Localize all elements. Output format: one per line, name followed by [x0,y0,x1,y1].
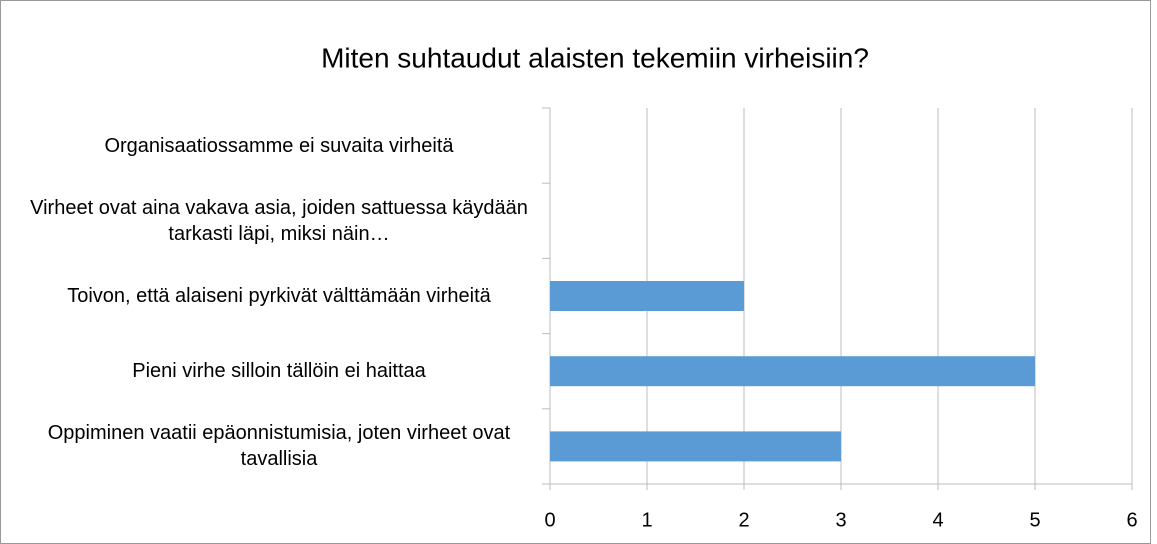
bar [550,356,1035,387]
x-tick-label: 4 [932,509,943,531]
x-tick-label: 5 [1029,509,1040,531]
x-tick-label: 1 [641,509,652,531]
x-tick-label: 2 [738,509,749,531]
y-tick-label: Organisaatiossamme ei suvaita virheitä [104,134,454,157]
y-tick-label: Oppiminen vaatii epäonnistumisia, joten … [47,422,511,471]
y-tick-label: Pieni virhe silloin tällöin ei haittaa [132,360,426,383]
x-tick-label: 0 [544,509,555,531]
y-tick-label: Toivon, että alaiseni pyrkivät välttämää… [67,284,491,307]
bar [550,281,744,311]
bar [550,431,841,462]
x-tick-label: 3 [835,509,846,531]
y-tick-label: Virheet ovat aina vakava asia, joiden sa… [30,196,528,245]
chart-title: Miten suhtaudut alaisten tekemiin virhei… [321,42,869,73]
x-tick-label: 6 [1126,509,1137,531]
